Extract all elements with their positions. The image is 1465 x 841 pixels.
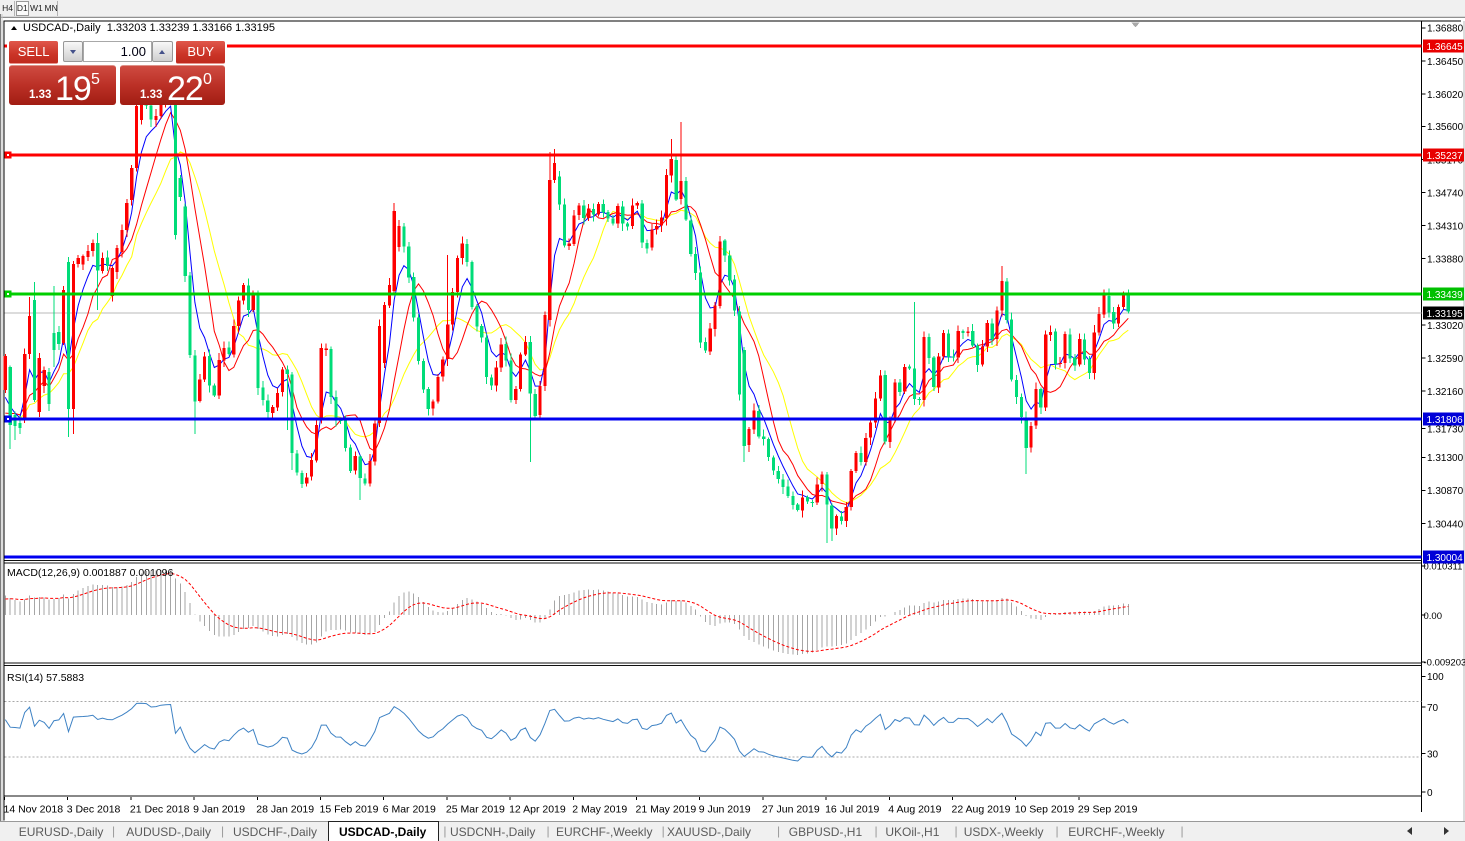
svg-text:1.31730: 1.31730: [1427, 424, 1464, 435]
svg-text:1.33020: 1.33020: [1427, 321, 1464, 332]
svg-text:21 Dec 2018: 21 Dec 2018: [130, 804, 190, 816]
svg-text:1.36645: 1.36645: [1427, 42, 1464, 53]
svg-text:6 Mar 2019: 6 Mar 2019: [383, 804, 436, 816]
svg-text:9 Jun 2019: 9 Jun 2019: [699, 804, 751, 816]
svg-text:1.32160: 1.32160: [1427, 387, 1464, 398]
svg-text:1.36020: 1.36020: [1427, 90, 1464, 101]
svg-text:15 Feb 2019: 15 Feb 2019: [320, 804, 379, 816]
svg-text:1.30870: 1.30870: [1427, 486, 1464, 497]
svg-text:100: 100: [1427, 672, 1444, 683]
svg-text:-0.009203: -0.009203: [1424, 657, 1465, 668]
svg-text:0.00: 0.00: [1424, 611, 1443, 622]
svg-text:22 Aug 2019: 22 Aug 2019: [952, 804, 1011, 816]
svg-text:70: 70: [1427, 703, 1439, 714]
svg-text:12 Apr 2019: 12 Apr 2019: [509, 804, 566, 816]
svg-text:1.32590: 1.32590: [1427, 354, 1464, 365]
svg-text:1.33439: 1.33439: [1427, 290, 1464, 301]
svg-text:4 Aug 2019: 4 Aug 2019: [888, 804, 941, 816]
svg-text:30: 30: [1427, 749, 1439, 760]
svg-text:1.35237: 1.35237: [1427, 151, 1464, 162]
svg-text:21 May 2019: 21 May 2019: [636, 804, 697, 816]
svg-text:1.36450: 1.36450: [1427, 57, 1464, 68]
svg-text:1.31300: 1.31300: [1427, 453, 1464, 464]
svg-text:1.34740: 1.34740: [1427, 188, 1464, 199]
svg-text:1.33195: 1.33195: [1427, 309, 1464, 320]
svg-text:2 May 2019: 2 May 2019: [572, 804, 627, 816]
svg-text:25 Mar 2019: 25 Mar 2019: [446, 804, 505, 816]
svg-text:3 Dec 2018: 3 Dec 2018: [67, 804, 121, 816]
svg-text:1.31806: 1.31806: [1427, 415, 1464, 426]
svg-text:9 Jan 2019: 9 Jan 2019: [193, 804, 245, 816]
svg-text:14 Nov 2018: 14 Nov 2018: [4, 804, 64, 816]
svg-text:28 Jan 2019: 28 Jan 2019: [256, 804, 314, 816]
svg-text:1.30440: 1.30440: [1427, 519, 1464, 530]
svg-text:1.35600: 1.35600: [1427, 122, 1464, 133]
svg-text:1.30004: 1.30004: [1427, 553, 1464, 564]
svg-text:16 Jul 2019: 16 Jul 2019: [825, 804, 879, 816]
svg-text:1.33880: 1.33880: [1427, 255, 1464, 266]
svg-text:0: 0: [1427, 788, 1433, 799]
svg-text:27 Jun 2019: 27 Jun 2019: [762, 804, 820, 816]
svg-text:29 Sep 2019: 29 Sep 2019: [1078, 804, 1138, 816]
svg-text:1.34310: 1.34310: [1427, 221, 1464, 232]
svg-text:0.010311: 0.010311: [1424, 561, 1463, 572]
svg-text:1.36880: 1.36880: [1427, 24, 1464, 35]
svg-text:10 Sep 2019: 10 Sep 2019: [1015, 804, 1075, 816]
